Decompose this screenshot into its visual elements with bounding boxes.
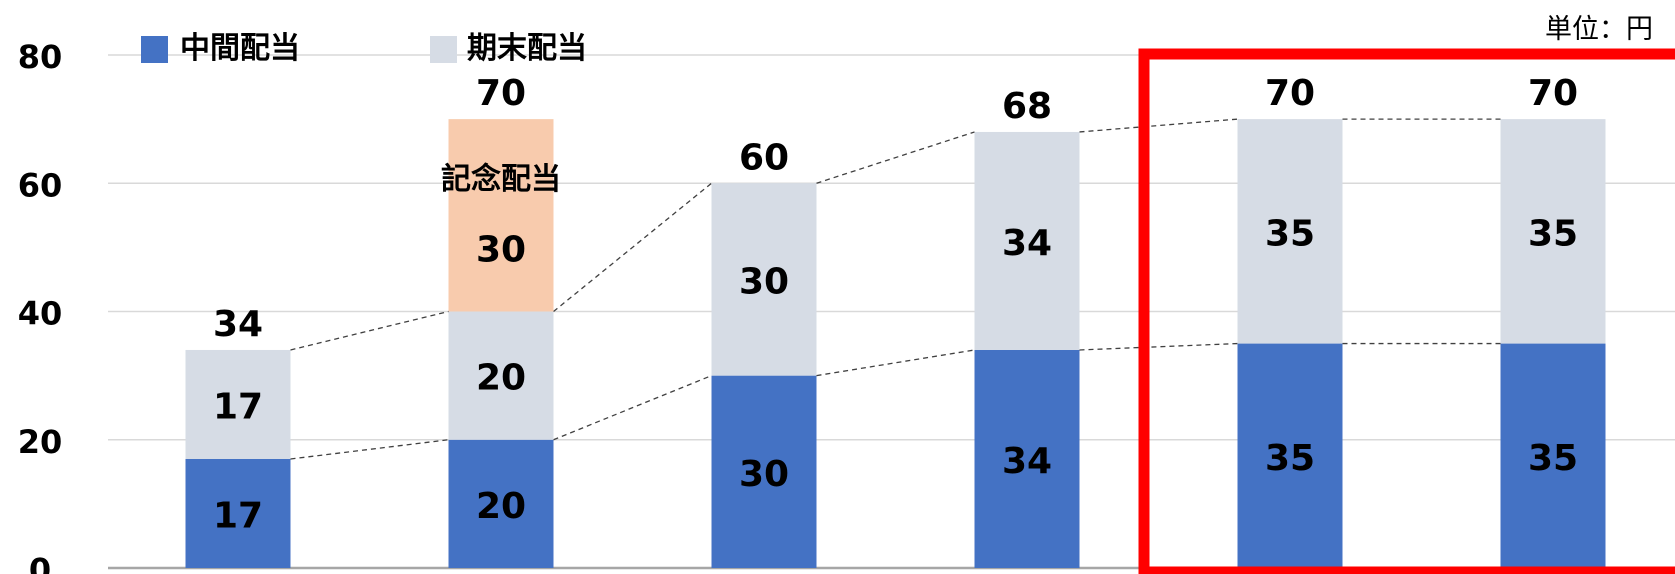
y-tick-label: 20 bbox=[18, 423, 63, 461]
data-label-final: 35 bbox=[1528, 213, 1578, 254]
data-label-final: 17 bbox=[213, 386, 263, 427]
connector-interim bbox=[553, 375, 712, 441]
unit-label: 単位：円 bbox=[1545, 14, 1653, 45]
bar-interim bbox=[711, 375, 817, 568]
gridlines bbox=[108, 54, 1675, 570]
bar-final bbox=[974, 131, 1080, 350]
bar-interim bbox=[185, 458, 291, 568]
bars bbox=[185, 119, 1606, 568]
connector-interim bbox=[816, 349, 975, 377]
data-label-interim: 30 bbox=[739, 454, 789, 495]
y-tick-label: 40 bbox=[18, 295, 63, 333]
data-label-final: 35 bbox=[1265, 213, 1315, 254]
data-label-final: 34 bbox=[1002, 223, 1052, 264]
data-label-total: 70 bbox=[1528, 73, 1578, 114]
connector-lines bbox=[290, 118, 1501, 460]
highlight-box bbox=[1138, 48, 1675, 574]
legend: 中間配当 期末配当 bbox=[141, 31, 587, 66]
y-tick-label: 80 bbox=[18, 38, 63, 76]
connector-final bbox=[1079, 118, 1238, 133]
bar-interim bbox=[974, 349, 1080, 568]
data-label-total: 68 bbox=[1002, 86, 1052, 127]
legend-label-interim: 中間配当 bbox=[180, 31, 300, 66]
bar-final bbox=[448, 311, 554, 440]
y-axis-ticks: 0 20 40 60 80 bbox=[18, 38, 63, 574]
bar-final bbox=[1500, 119, 1606, 344]
data-label-interim: 35 bbox=[1528, 438, 1578, 479]
connector-final bbox=[816, 131, 975, 184]
bar-final bbox=[185, 349, 291, 459]
data-label-interim: 34 bbox=[1002, 441, 1052, 482]
bar-commemorative bbox=[448, 119, 554, 312]
connector-final bbox=[553, 182, 712, 313]
data-label-final: 30 bbox=[739, 261, 789, 302]
data-label-total: 34 bbox=[213, 304, 263, 345]
bar-interim bbox=[1500, 343, 1606, 568]
data-label-total: 70 bbox=[1265, 73, 1315, 114]
legend-label-final: 期末配当 bbox=[467, 31, 587, 66]
data-label-interim: 35 bbox=[1265, 438, 1315, 479]
annotation-commemorative: 記念配当 bbox=[441, 162, 561, 197]
data-label-interim: 20 bbox=[476, 486, 526, 527]
bar-final bbox=[1237, 119, 1343, 344]
connector-interim bbox=[290, 439, 449, 460]
bar-final bbox=[711, 183, 817, 376]
data-label-commemorative: 30 bbox=[476, 230, 526, 271]
legend-swatch-interim bbox=[141, 36, 168, 63]
data-label-interim: 17 bbox=[213, 495, 263, 536]
connector-interim bbox=[1079, 342, 1238, 351]
y-tick-label: 0 bbox=[29, 551, 51, 574]
y-tick-label: 60 bbox=[18, 166, 63, 204]
bar-interim bbox=[1237, 343, 1343, 568]
data-label-final: 20 bbox=[476, 358, 526, 399]
data-label-total: 60 bbox=[739, 137, 789, 178]
bar-interim bbox=[448, 439, 554, 568]
data-labels: 17 17 34 20 20 30 70 30 30 60 34 34 68 35 35 70 35 35 70 記念… bbox=[213, 73, 1578, 536]
legend-swatch-final bbox=[430, 36, 457, 63]
connector-final bbox=[290, 310, 449, 351]
data-label-total: 70 bbox=[476, 73, 526, 114]
